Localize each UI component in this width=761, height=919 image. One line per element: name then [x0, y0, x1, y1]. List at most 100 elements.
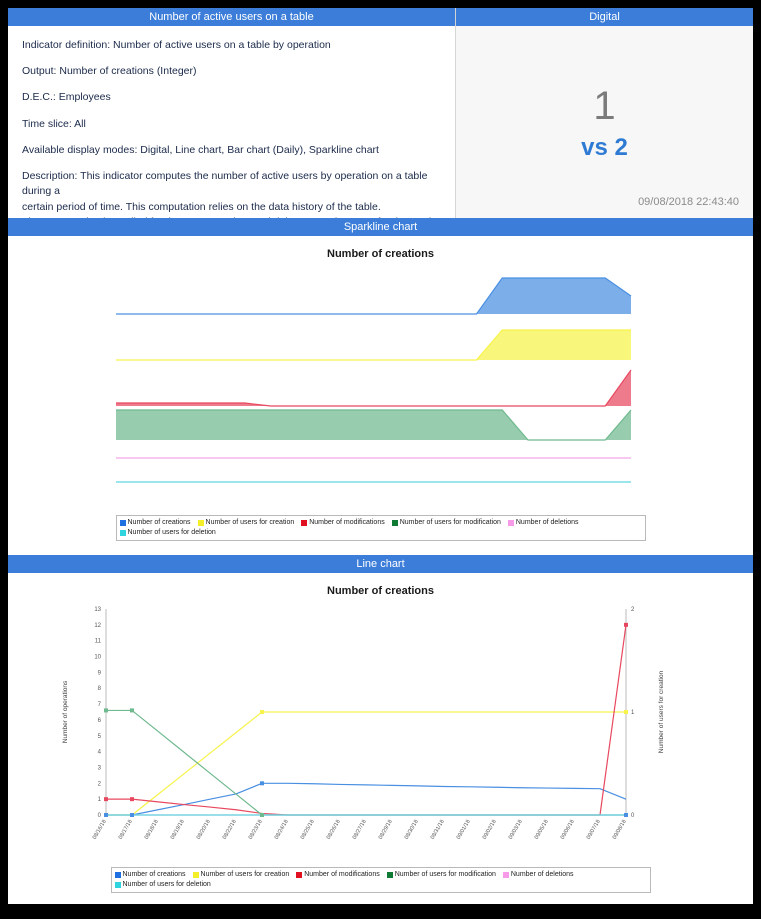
svg-text:12: 12: [94, 623, 101, 629]
legend-swatch-icon: [114, 872, 121, 878]
svg-text:5: 5: [97, 734, 101, 740]
legend-item[interactable]: Number of users for deletion: [119, 528, 216, 538]
legend-item[interactable]: Number of users for creation: [192, 870, 290, 880]
indicator-display-modes: Available display modes: Digital, Line c…: [22, 143, 379, 156]
svg-text:08/27/18: 08/27/18: [351, 819, 367, 841]
legend-label: Number of creations: [127, 519, 191, 526]
indicator-description-text: Description: This indicator computes the…: [22, 170, 434, 218]
legend-label: Number of deletions: [510, 871, 574, 878]
digital-panel-body: 1 vs 2 09/08/2018 22:43:40: [456, 26, 753, 218]
indicator-panel: Number of active users on a table Indica…: [8, 8, 456, 218]
legend-label: Number of users for creation: [205, 519, 295, 526]
legend-swatch-icon: [301, 520, 308, 526]
svg-text:09/01/18: 09/01/18: [455, 819, 471, 841]
indicator-time-slice: Time slice: All: [22, 117, 86, 130]
digital-panel-header: Digital: [456, 8, 753, 26]
svg-text:09/03/18: 09/03/18: [507, 819, 523, 841]
svg-text:08/18/18: 08/18/18: [143, 819, 159, 841]
svg-text:3: 3: [97, 765, 101, 771]
svg-text:13: 13: [94, 607, 101, 613]
legend-label: Number of users for modification: [394, 871, 496, 878]
legend-swatch-icon: [391, 520, 398, 526]
svg-text:9: 9: [97, 670, 101, 676]
svg-text:0: 0: [97, 813, 101, 819]
indicator-definition: Indicator definition: Number of active u…: [22, 39, 331, 51]
svg-text:1: 1: [631, 710, 635, 716]
legend-label: Number of deletions: [515, 519, 579, 526]
svg-text:08/19/18: 08/19/18: [169, 819, 185, 841]
legend-item[interactable]: Number of modifications: [296, 870, 380, 880]
legend-swatch-icon: [114, 882, 121, 888]
svg-text:6: 6: [97, 718, 101, 724]
svg-text:10: 10: [94, 655, 101, 661]
legend-swatch-icon: [192, 872, 199, 878]
indicator-dec: D.E.C.: Employees: [22, 91, 111, 104]
sparkline-panel-header: Sparkline chart: [8, 218, 753, 236]
linechart-legend: Number of creations Number of users for c…: [110, 867, 651, 893]
svg-text:08/30/18: 08/30/18: [403, 819, 419, 841]
legend-item[interactable]: Number of creations: [114, 870, 186, 880]
svg-text:08/23/18: 08/23/18: [247, 819, 263, 841]
legend-swatch-icon: [119, 530, 126, 536]
sparkline-plot-area: [8, 260, 753, 515]
linechart-chart-title: Number of creations: [327, 585, 434, 597]
svg-text:2: 2: [97, 781, 101, 787]
legend-label: Number of creations: [122, 871, 186, 878]
sparkline-legend: Number of creations Number of users for c…: [115, 515, 646, 541]
indicator-panel-header: Number of active users on a table: [8, 8, 455, 26]
svg-text:Number of users for creation: Number of users for creation: [658, 670, 665, 753]
legend-item[interactable]: Number of deletions: [507, 518, 579, 528]
svg-text:4: 4: [97, 750, 101, 756]
legend-item[interactable]: Number of users for modification: [386, 870, 496, 880]
legend-item[interactable]: Number of users for deletion: [114, 880, 211, 890]
svg-text:08/20/18: 08/20/18: [195, 819, 211, 841]
legend-label: Number of modifications: [304, 871, 380, 878]
svg-text:Number of operations: Number of operations: [62, 680, 69, 743]
digital-timestamp: 09/08/2018 22:43:40: [638, 196, 739, 208]
legend-label: Number of users for modification: [399, 519, 501, 526]
legend-item[interactable]: Number of deletions: [502, 870, 574, 880]
svg-text:08/16/18: 08/16/18: [91, 819, 107, 841]
digital-panel: Digital 1 vs 2 09/08/2018 22:43:40: [456, 8, 753, 218]
linechart-panel-header: Line chart: [8, 555, 753, 573]
legend-label: Number of users for deletion: [122, 881, 211, 888]
linechart-plot-area: 0 1 2 3 4 5 6 7 8 9 10 11 12 13 0 1 2 Number of operation…: [8, 597, 753, 867]
legend-item[interactable]: Number of users for modification: [391, 518, 501, 528]
top-row: Number of active users on a table Indica…: [8, 8, 753, 218]
sparkline-svg: [115, 277, 631, 483]
legend-swatch-icon: [502, 872, 509, 878]
svg-text:09/07/18: 09/07/18: [585, 819, 601, 841]
legend-swatch-icon: [386, 872, 393, 878]
svg-text:8: 8: [97, 686, 101, 692]
legend-label: Number of users for creation: [200, 871, 290, 878]
dashboard-frame: Number of active users on a table Indica…: [8, 8, 753, 904]
legend-swatch-icon: [119, 520, 126, 526]
digital-comparison: vs 2: [581, 134, 628, 161]
legend-label: Number of modifications: [309, 519, 385, 526]
indicator-panel-body: Indicator definition: Number of active u…: [8, 26, 455, 218]
svg-text:08/26/18: 08/26/18: [325, 819, 341, 841]
svg-text:08/31/18: 08/31/18: [429, 819, 445, 841]
sparkline-panel: Sparkline chart Number of creations Numb…: [8, 218, 753, 541]
svg-text:09/06/18: 09/06/18: [559, 819, 575, 841]
svg-text:2: 2: [631, 607, 635, 613]
svg-text:09/02/18: 09/02/18: [481, 819, 497, 841]
legend-swatch-icon: [296, 872, 303, 878]
svg-text:7: 7: [97, 702, 101, 708]
svg-text:0: 0: [631, 813, 635, 819]
svg-text:08/22/18: 08/22/18: [221, 819, 237, 841]
indicator-output: Output: Number of creations (Integer): [22, 65, 197, 78]
legend-swatch-icon: [197, 520, 204, 526]
svg-text:08/17/18: 08/17/18: [117, 819, 133, 841]
svg-text:09/08/18: 09/08/18: [611, 819, 627, 841]
legend-item[interactable]: Number of creations: [119, 518, 191, 528]
svg-text:08/29/18: 08/29/18: [377, 819, 393, 841]
legend-item[interactable]: Number of users for creation: [197, 518, 295, 528]
digital-value: 1: [593, 84, 616, 128]
indicator-description: Description: This indicator computes the…: [22, 169, 441, 218]
svg-text:09/05/18: 09/05/18: [533, 819, 549, 841]
svg-text:1: 1: [97, 797, 101, 803]
legend-item[interactable]: Number of modifications: [301, 518, 385, 528]
